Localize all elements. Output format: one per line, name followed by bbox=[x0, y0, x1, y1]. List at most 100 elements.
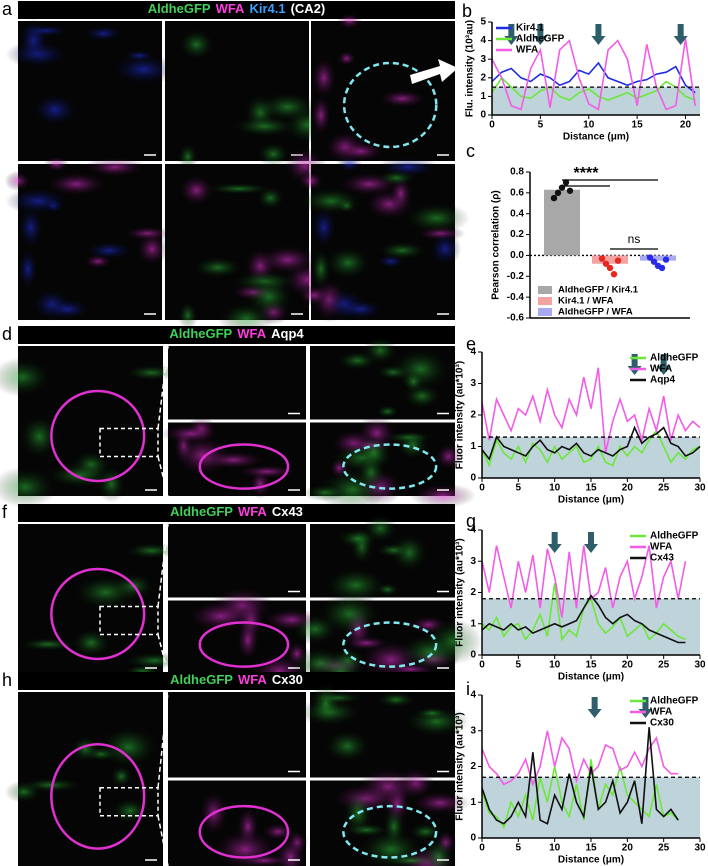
signal bbox=[97, 725, 160, 769]
legend-label: Kir4.1 bbox=[516, 23, 544, 34]
header: AldheGFP WFA Aqp4 bbox=[169, 326, 304, 341]
y-tick-label: 3 bbox=[470, 556, 476, 567]
legend-label: AldheGFP bbox=[650, 531, 699, 542]
header-word: WFA bbox=[237, 326, 266, 341]
signal bbox=[177, 174, 215, 207]
series-line bbox=[481, 594, 686, 644]
signal bbox=[401, 370, 425, 394]
micrograph bbox=[168, 346, 306, 420]
x-tick-label: 5 bbox=[516, 483, 522, 494]
series-line bbox=[491, 76, 696, 102]
signal bbox=[428, 231, 462, 267]
data-point bbox=[646, 254, 654, 261]
micrographs: AldheGFP WFA Kir4.1 (CA2) AldheGFP WFA Aqp4 Ald… bbox=[0, 1, 484, 866]
header-word: WFA bbox=[216, 1, 245, 16]
signal bbox=[18, 413, 61, 460]
threshold-area bbox=[482, 777, 700, 838]
zoom-box bbox=[99, 427, 159, 458]
header: AldheGFP WFA Cx30 bbox=[170, 672, 303, 687]
legend-label: Kir4.1 / WFA bbox=[558, 296, 614, 307]
signal bbox=[236, 464, 298, 479]
signal bbox=[343, 635, 391, 651]
y-axis-label: Fluor intensity (au*10³) bbox=[455, 538, 466, 646]
legend-label: AldheGFP / Kir4.1 bbox=[558, 285, 639, 296]
x-tick-label: 0 bbox=[479, 660, 485, 671]
x-tick-label: 20 bbox=[622, 843, 634, 854]
y-axis-label: Flu. intensity (10³au) bbox=[465, 20, 476, 117]
signal bbox=[96, 465, 126, 503]
signal bbox=[317, 591, 382, 637]
signal bbox=[44, 171, 109, 197]
signal bbox=[303, 484, 347, 502]
signal bbox=[343, 822, 391, 838]
x-axis-label: Distance (μm) bbox=[558, 672, 624, 683]
x-tick-label: 25 bbox=[658, 843, 670, 854]
y-tick-label: 4 bbox=[470, 525, 476, 536]
panel-label: f bbox=[2, 502, 8, 522]
signal bbox=[355, 455, 387, 490]
y-tick-label: -0.4 bbox=[507, 292, 525, 303]
cell-outline bbox=[50, 567, 146, 661]
signal bbox=[243, 276, 295, 318]
zoom-line bbox=[157, 345, 169, 429]
signal bbox=[0, 466, 58, 508]
panel-label: a bbox=[2, 0, 13, 19]
signal bbox=[231, 115, 299, 138]
signal bbox=[298, 187, 364, 216]
y-tick-label: 1 bbox=[470, 797, 476, 808]
series-line bbox=[481, 367, 701, 453]
signal bbox=[135, 231, 169, 267]
x-axis-label: Distance (μm) bbox=[563, 132, 629, 143]
zoom-line bbox=[157, 815, 169, 866]
y-tick-label: 0.6 bbox=[510, 187, 524, 198]
data-point bbox=[614, 257, 622, 264]
cell-outline bbox=[198, 621, 290, 668]
y-tick-label: -0.2 bbox=[507, 271, 525, 282]
data-point bbox=[662, 256, 670, 263]
series-line bbox=[481, 545, 687, 618]
bar bbox=[544, 189, 580, 256]
x-tick-label: 30 bbox=[694, 660, 706, 671]
arrow bbox=[587, 697, 602, 718]
legend-swatch bbox=[538, 286, 552, 294]
y-tick-label: 1 bbox=[470, 618, 476, 629]
signal bbox=[17, 247, 39, 291]
panel-label: i bbox=[466, 679, 470, 699]
cell-outline bbox=[50, 389, 146, 483]
y-tick-label: 0 bbox=[480, 110, 486, 121]
signal bbox=[375, 542, 411, 558]
signal bbox=[309, 681, 342, 727]
header: AldheGFP WFA Cx43 bbox=[170, 504, 303, 519]
signal bbox=[191, 256, 245, 279]
series-line bbox=[481, 429, 701, 468]
x-axis-label: Distance (μm) bbox=[558, 855, 624, 866]
signal bbox=[177, 28, 215, 61]
panel-label: e bbox=[466, 334, 476, 354]
threshold-area bbox=[482, 598, 700, 655]
y-tick-label: 0.8 bbox=[510, 167, 524, 178]
signal bbox=[122, 49, 156, 62]
y-tick-label: 0 bbox=[470, 650, 476, 661]
y-tick-label: 2 bbox=[480, 72, 486, 83]
signal bbox=[337, 298, 385, 320]
x-tick-label: 15 bbox=[585, 483, 597, 494]
micrograph bbox=[168, 692, 306, 778]
cell-outline bbox=[342, 804, 438, 859]
legend-label: AldheGFP / WFA bbox=[558, 307, 633, 318]
zoom-line bbox=[157, 634, 169, 675]
x-tick-label: 5 bbox=[538, 120, 544, 131]
x-tick-label: 15 bbox=[585, 660, 597, 671]
signal bbox=[185, 600, 256, 633]
signal bbox=[4, 170, 32, 192]
micrograph bbox=[168, 524, 306, 598]
legend-label: WFA bbox=[650, 707, 672, 718]
data-point bbox=[554, 189, 562, 197]
x-tick-label: 10 bbox=[549, 483, 561, 494]
signal bbox=[323, 728, 372, 764]
signal bbox=[375, 404, 400, 419]
x-tick-label: 20 bbox=[622, 483, 634, 494]
legend-label: AldheGFP bbox=[650, 353, 699, 364]
header: AldheGFP WFA Kir4.1 (CA2) bbox=[148, 1, 326, 16]
signal bbox=[70, 735, 101, 763]
